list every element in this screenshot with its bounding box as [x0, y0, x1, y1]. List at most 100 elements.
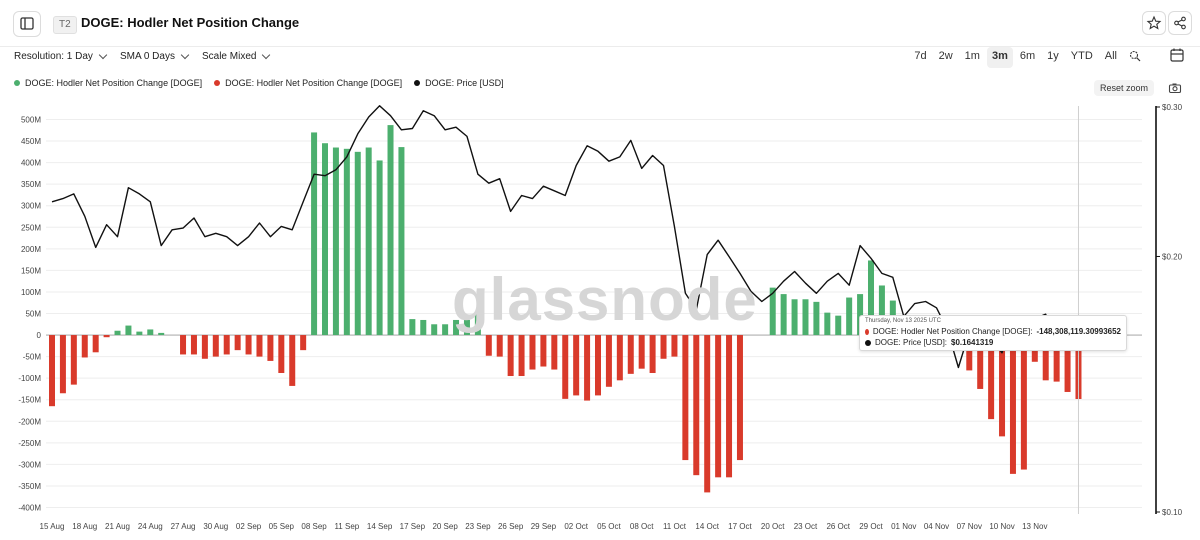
sma-label: SMA 0 Days [119, 51, 175, 62]
bar-positive [136, 331, 143, 336]
bar-negative [59, 335, 66, 394]
bar-positive [387, 125, 394, 336]
x-tick-label: 13 Nov [1022, 522, 1047, 531]
y-tick-label: 200M [21, 245, 41, 254]
bar-positive [878, 285, 885, 336]
range-2w[interactable]: 2w [938, 50, 953, 62]
bar-negative [977, 335, 984, 389]
bar-negative [1009, 335, 1016, 474]
bar-positive [802, 299, 809, 336]
legend-label: DOGE: Hodler Net Position Change [DOGE] [25, 78, 203, 88]
bar-positive [474, 314, 481, 336]
range-7d[interactable]: 7d [914, 50, 927, 62]
price-line [51, 105, 1069, 369]
right-tick-label: $0.10 [1162, 508, 1183, 517]
share-icon[interactable] [1168, 11, 1192, 35]
x-tick-label: 23 Sep [465, 522, 491, 531]
bar-negative [562, 335, 569, 399]
range-1y[interactable]: 1y [1047, 50, 1059, 62]
x-tick-label: 07 Nov [957, 522, 982, 531]
range-3m[interactable]: 3m [986, 47, 1013, 68]
x-tick-label: 17 Oct [728, 522, 752, 531]
camera-icon[interactable] [1168, 81, 1182, 95]
x-tick-label: 30 Aug [203, 522, 228, 531]
calendar-icon[interactable] [1166, 46, 1188, 66]
bar-negative [988, 335, 995, 420]
sma-dropdown[interactable]: SMA 0 Days [119, 50, 190, 62]
bar-negative [201, 335, 208, 359]
bar-negative [507, 335, 514, 377]
bar-positive [114, 330, 121, 336]
bar-negative [715, 335, 722, 478]
bar-positive [442, 324, 449, 336]
resolution-dropdown[interactable]: Resolution: 1 Day [14, 50, 108, 62]
chart-legend: DOGE: Hodler Net Position Change [DOGE] … [14, 78, 504, 88]
bar-positive [791, 299, 798, 336]
x-tick-label: 14 Oct [695, 522, 719, 531]
scale-dropdown[interactable]: Scale Mixed [202, 50, 271, 62]
zoom-select-icon[interactable] [1124, 47, 1146, 68]
x-tick-label: 02 Sep [236, 522, 262, 531]
tooltip-net-value: -148,308,119.30993652 [1036, 327, 1121, 336]
legend-item-negative[interactable]: DOGE: Hodler Net Position Change [DOGE] [214, 78, 402, 88]
bar-negative [693, 335, 700, 476]
bar-positive [463, 319, 470, 336]
bar-negative [1064, 335, 1071, 392]
bar-negative [92, 335, 99, 353]
bar-positive [769, 287, 776, 336]
bar-negative [704, 335, 711, 493]
x-tick-label: 10 Nov [989, 522, 1014, 531]
sidebar-toggle-icon[interactable] [13, 11, 41, 37]
x-tick-label: 02 Oct [564, 522, 588, 531]
x-tick-label: 05 Sep [269, 522, 295, 531]
bar-positive [147, 329, 154, 336]
legend-dot [414, 80, 421, 86]
bar-negative [726, 335, 733, 478]
page-title: DOGE: Hodler Net Position Change [81, 15, 300, 30]
bar-positive [332, 147, 339, 336]
reset-zoom-button[interactable]: Reset zoom [1093, 80, 1154, 96]
bar-positive [813, 301, 820, 336]
legend-item-price[interactable]: DOGE: Price [USD] [414, 78, 504, 88]
range-all[interactable]: All [1104, 50, 1117, 62]
bar-positive [824, 312, 831, 336]
y-tick-label: -50M [23, 353, 42, 362]
bar-negative [278, 335, 285, 373]
y-tick-label: 500M [21, 116, 41, 125]
x-tick-label: 17 Sep [400, 522, 426, 531]
bar-negative [1020, 335, 1027, 470]
range-1m[interactable]: 1m [964, 50, 980, 62]
tooltip-row-net: DOGE: Hodler Net Position Change [DOGE]:… [865, 326, 1121, 337]
bar-negative [496, 335, 503, 357]
bar-negative [999, 335, 1006, 437]
bar-positive [365, 147, 372, 336]
range-6m[interactable]: 6m [1019, 50, 1036, 62]
bar-negative [180, 335, 187, 355]
bar-negative [1053, 335, 1060, 382]
bar-negative [966, 335, 973, 371]
tooltip-dot [865, 339, 871, 346]
bar-negative [660, 335, 667, 359]
x-tick-label: 20 Sep [432, 522, 458, 531]
tooltip-row-price: DOGE: Price [USD]: $0.1641319 [865, 337, 1121, 348]
y-tick-label: -300M [18, 460, 41, 469]
bar-negative [223, 335, 230, 355]
y-tick-label: 50M [25, 310, 41, 319]
y-tick-label: 250M [21, 223, 41, 232]
y-tick-label: 400M [21, 159, 41, 168]
bar-negative [245, 335, 252, 355]
legend-dot [14, 80, 20, 86]
bar-positive [354, 151, 361, 336]
range-ytd[interactable]: YTD [1070, 50, 1093, 62]
resolution-label: Resolution: 1 Day [14, 51, 93, 62]
bar-negative [627, 335, 634, 374]
bar-negative [212, 335, 219, 357]
bar-positive [409, 319, 416, 336]
y-tick-label: 100M [21, 288, 41, 297]
x-tick-label: 15 Aug [40, 522, 65, 531]
bar-positive [780, 294, 787, 336]
legend-label: DOGE: Hodler Net Position Change [DOGE] [225, 78, 403, 88]
legend-item-positive[interactable]: DOGE: Hodler Net Position Change [DOGE] [14, 78, 202, 88]
star-icon[interactable] [1142, 11, 1166, 35]
